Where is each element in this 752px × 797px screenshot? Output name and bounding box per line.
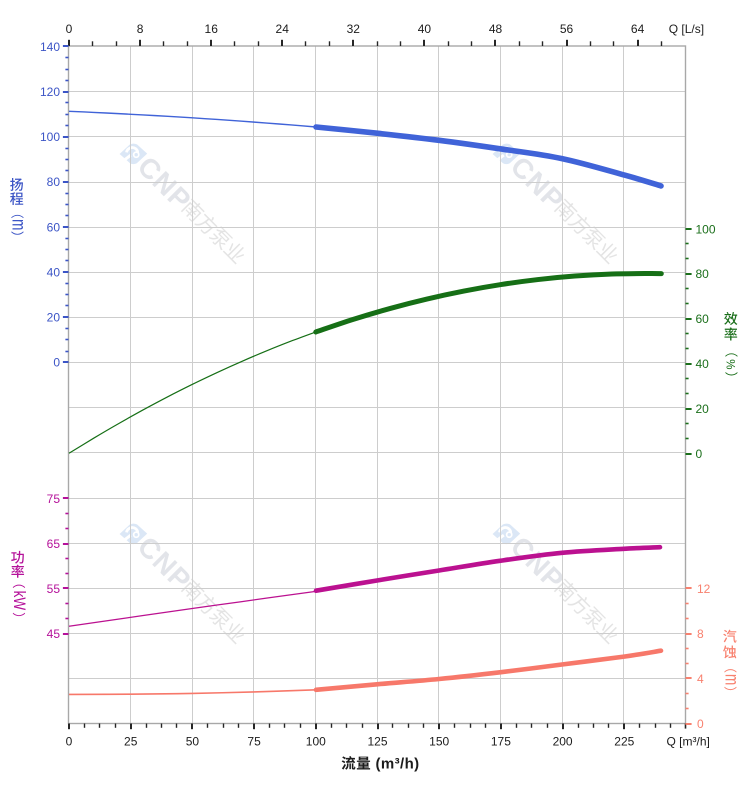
svg-text:kW: kW bbox=[10, 591, 29, 611]
svg-text:40: 40 bbox=[696, 357, 710, 371]
svg-text:60: 60 bbox=[696, 312, 710, 326]
svg-text:80: 80 bbox=[696, 267, 710, 281]
svg-text:45: 45 bbox=[47, 627, 61, 641]
svg-text:200: 200 bbox=[553, 734, 573, 748]
svg-text:0: 0 bbox=[696, 447, 703, 461]
svg-text:0: 0 bbox=[66, 22, 73, 36]
svg-text:175: 175 bbox=[491, 734, 511, 748]
svg-text:65: 65 bbox=[47, 537, 61, 551]
svg-text:0: 0 bbox=[53, 356, 60, 370]
svg-text:225: 225 bbox=[614, 734, 634, 748]
svg-text:m: m bbox=[8, 219, 30, 230]
svg-text:60: 60 bbox=[47, 220, 61, 234]
svg-text:64: 64 bbox=[631, 22, 645, 36]
svg-text:40: 40 bbox=[47, 265, 61, 279]
svg-text:(m³/h): (m³/h) bbox=[376, 755, 420, 772]
svg-text:140: 140 bbox=[40, 40, 60, 54]
svg-text:0: 0 bbox=[697, 717, 704, 731]
svg-text:0: 0 bbox=[66, 734, 73, 748]
svg-text:100: 100 bbox=[306, 734, 326, 748]
svg-text:%: % bbox=[724, 359, 736, 369]
svg-text:12: 12 bbox=[697, 582, 711, 596]
svg-text:16: 16 bbox=[205, 22, 219, 36]
svg-text:56: 56 bbox=[560, 22, 574, 36]
svg-text:55: 55 bbox=[47, 582, 61, 596]
svg-text:Q [L/s]: Q [L/s] bbox=[669, 22, 704, 36]
svg-text:50: 50 bbox=[186, 734, 200, 748]
svg-text:m: m bbox=[721, 674, 743, 685]
svg-text:20: 20 bbox=[696, 402, 710, 416]
svg-text:75: 75 bbox=[247, 734, 261, 748]
svg-text:48: 48 bbox=[489, 22, 503, 36]
svg-text:150: 150 bbox=[429, 734, 449, 748]
svg-text:8: 8 bbox=[137, 22, 144, 36]
svg-text:25: 25 bbox=[124, 734, 138, 748]
svg-text:32: 32 bbox=[347, 22, 361, 36]
svg-text:8: 8 bbox=[697, 627, 704, 641]
svg-text:125: 125 bbox=[367, 734, 387, 748]
svg-text:40: 40 bbox=[418, 22, 432, 36]
svg-text:20: 20 bbox=[47, 311, 61, 325]
svg-text:100: 100 bbox=[696, 222, 716, 236]
svg-text:75: 75 bbox=[47, 492, 61, 506]
svg-text:100: 100 bbox=[40, 130, 60, 144]
svg-text:4: 4 bbox=[697, 672, 704, 686]
svg-text:120: 120 bbox=[40, 85, 60, 99]
svg-text:Q [m³/h]: Q [m³/h] bbox=[667, 734, 710, 748]
svg-text:80: 80 bbox=[47, 175, 61, 189]
svg-text:24: 24 bbox=[276, 22, 290, 36]
